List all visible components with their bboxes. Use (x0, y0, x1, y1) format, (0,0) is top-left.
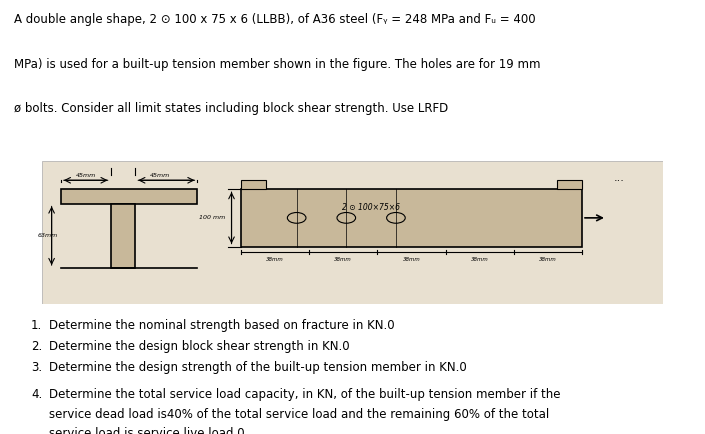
Bar (241, 180, 266, 189)
Text: 4.: 4. (31, 388, 42, 401)
Text: service dead load is40% of the total service load and the remaining 60% of the t: service dead load is40% of the total ser… (49, 408, 550, 421)
Text: service load is service live load.0: service load is service live load.0 (49, 427, 245, 434)
Text: Determine the total service load capacity, in KN, of the built-up tension member: Determine the total service load capacit… (49, 388, 561, 401)
Text: 2 ⊙ 100×75×6: 2 ⊙ 100×75×6 (342, 204, 400, 213)
Text: 38mm: 38mm (334, 257, 352, 262)
Bar (557, 180, 582, 189)
Text: ...: ... (614, 174, 625, 184)
Text: 63mm: 63mm (37, 233, 57, 238)
Text: 45mm: 45mm (150, 173, 171, 178)
Text: Determine the design block shear strength in KN.0: Determine the design block shear strengt… (49, 340, 350, 353)
Text: ø bolts. Consider all limit states including block shear strength. Use LRFD: ø bolts. Consider all limit states inclu… (14, 102, 448, 115)
Text: 100 mm: 100 mm (199, 215, 226, 220)
Bar (61, 189, 197, 204)
Bar (111, 204, 135, 268)
FancyBboxPatch shape (42, 161, 663, 304)
Text: 38mm: 38mm (539, 257, 557, 262)
Text: A double angle shape, 2 ⊙ 100 x 75 x 6 (LLBB), of A36 steel (Fᵧ = 248 MPa and Fᵤ: A double angle shape, 2 ⊙ 100 x 75 x 6 (… (14, 13, 536, 26)
Text: 2.: 2. (31, 340, 42, 353)
Text: Determine the design strength of the built-up tension member in KN.0: Determine the design strength of the bui… (49, 361, 467, 374)
Bar (241, 189, 582, 247)
Text: Determine the nominal strength based on fracture in KN.0: Determine the nominal strength based on … (49, 319, 395, 332)
Text: 38mm: 38mm (471, 257, 489, 262)
Text: 1.: 1. (31, 319, 42, 332)
Text: 38mm: 38mm (403, 257, 420, 262)
Text: MPa) is used for a built-up tension member shown in the figure. The holes are fo: MPa) is used for a built-up tension memb… (14, 58, 541, 71)
Text: 45mm: 45mm (75, 173, 96, 178)
Text: 38mm: 38mm (266, 257, 284, 262)
Text: 3.: 3. (31, 361, 42, 374)
